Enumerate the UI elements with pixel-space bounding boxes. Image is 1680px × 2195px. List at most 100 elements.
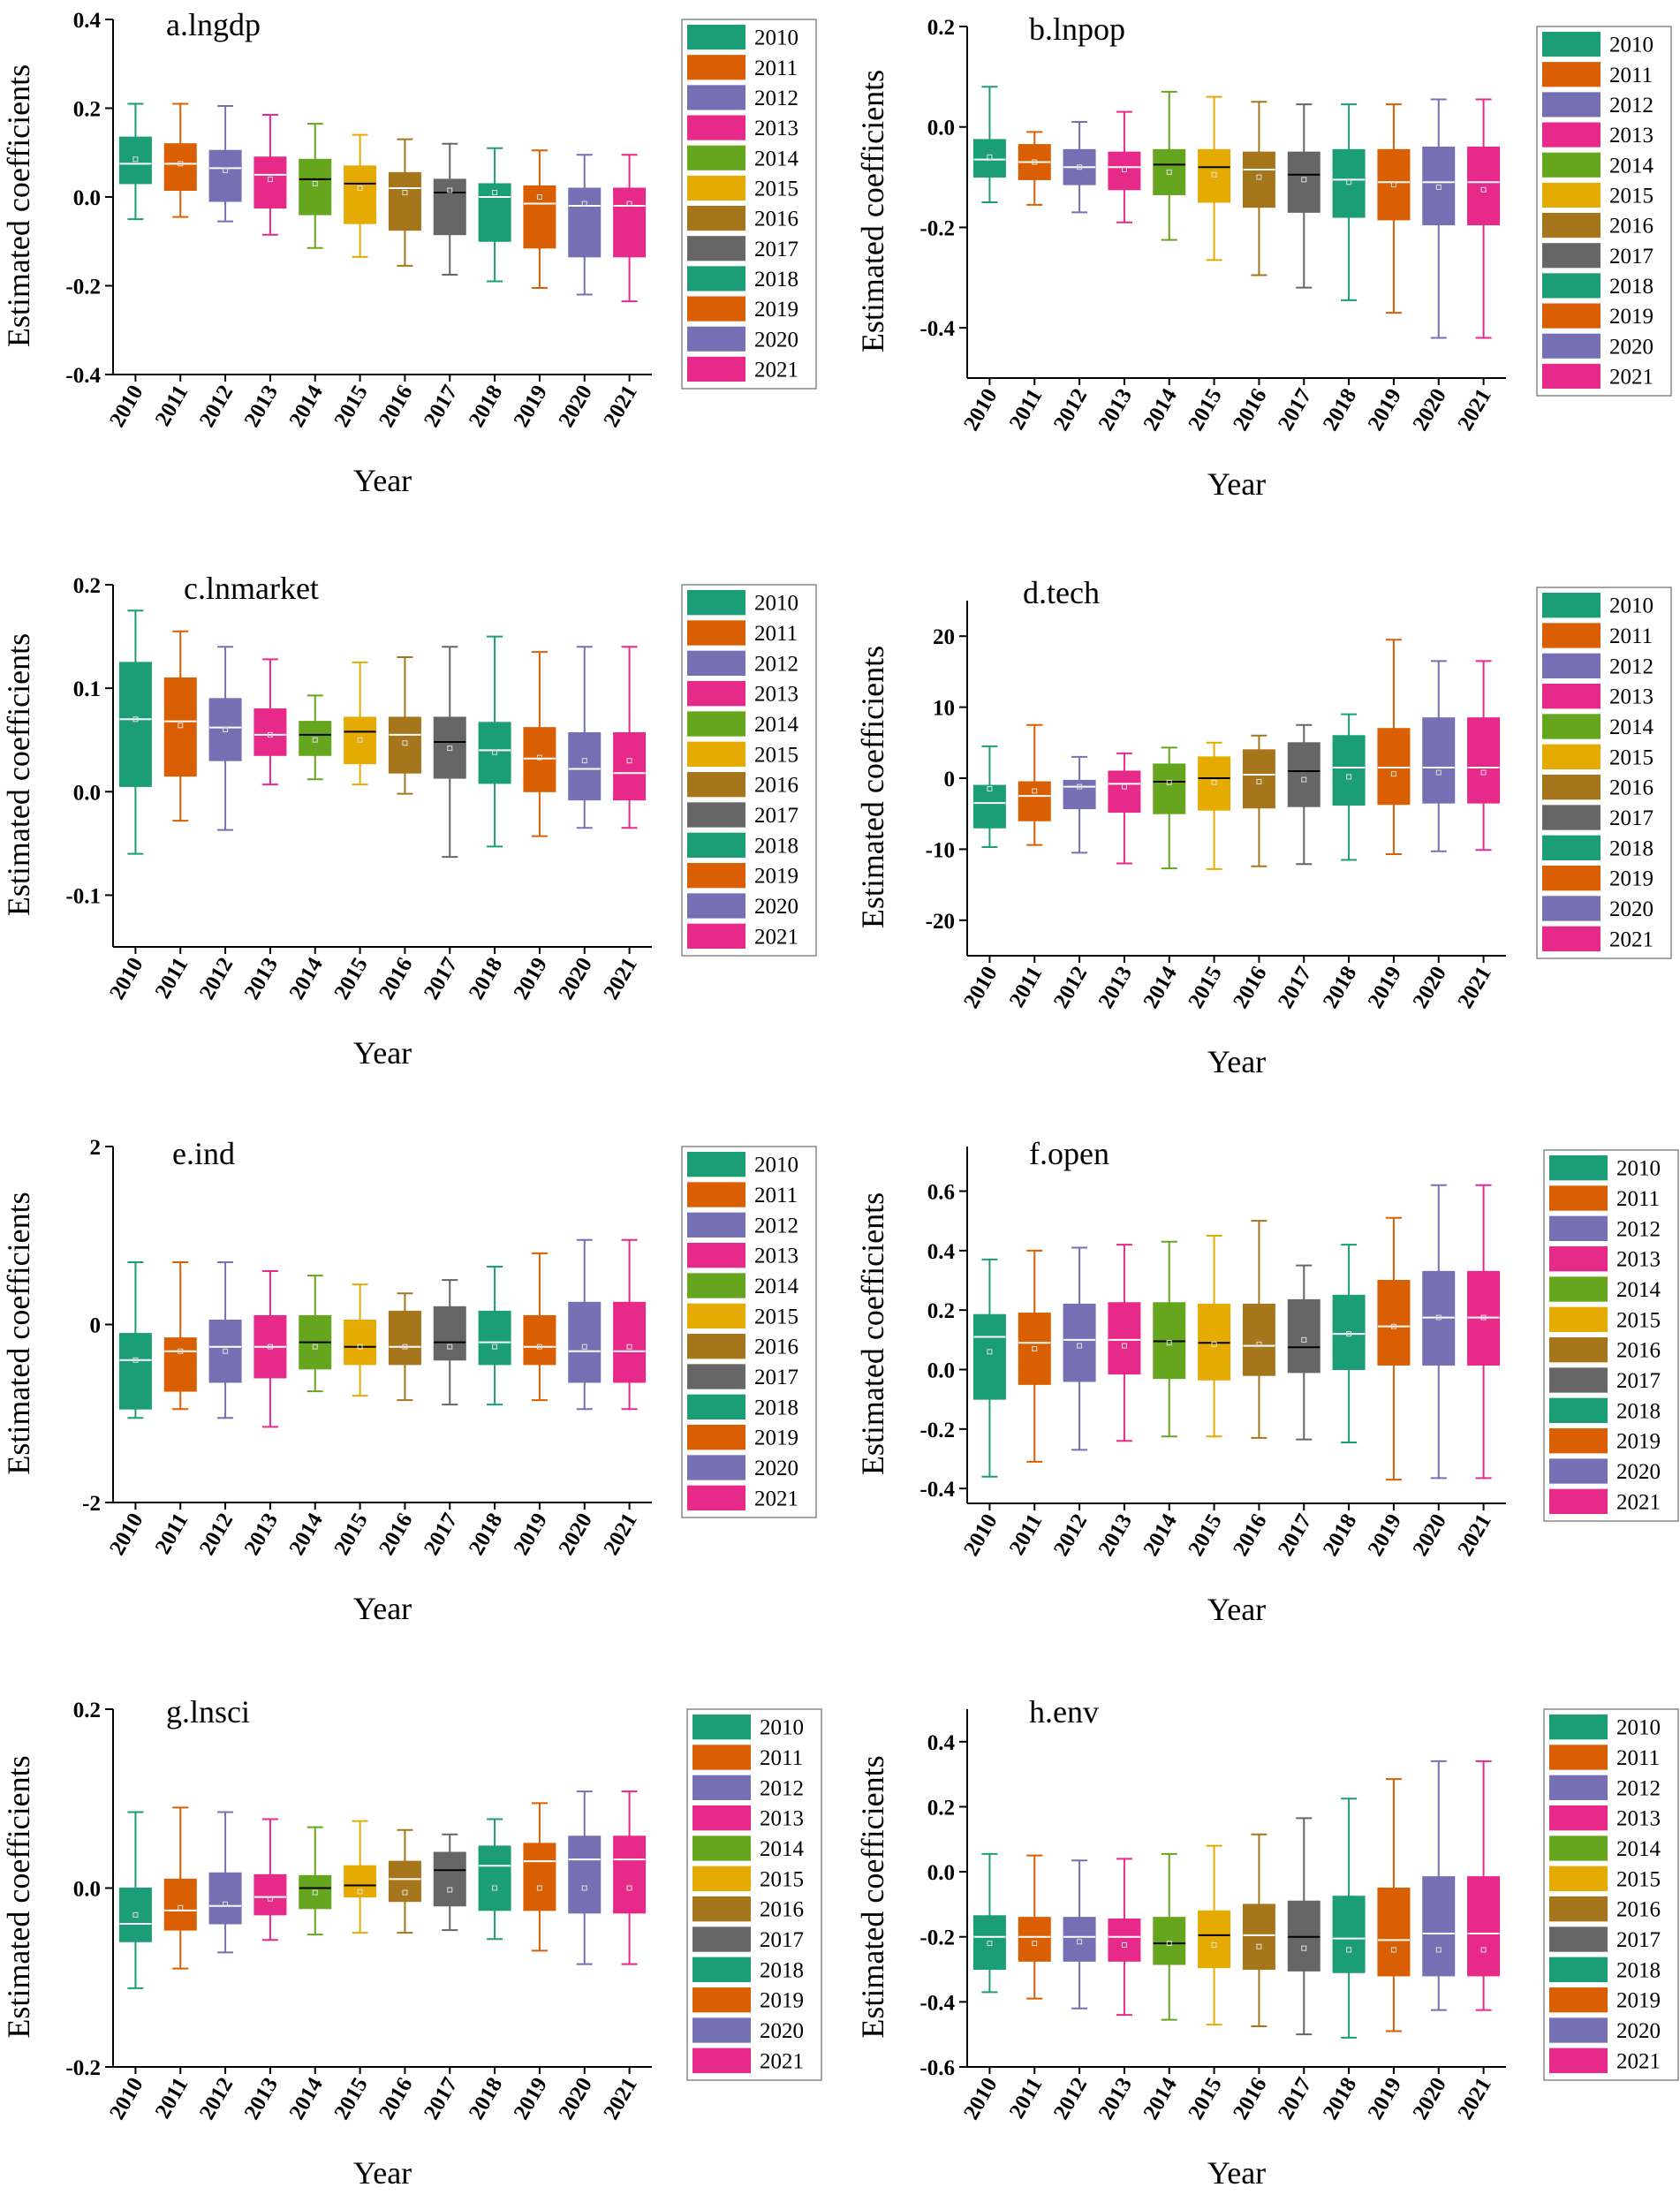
legend-label: 2010 (1609, 594, 1654, 618)
legend-swatch (687, 175, 745, 201)
box-2019 (1377, 639, 1411, 856)
box-2012 (1063, 1859, 1096, 2010)
chart-panel-fopen: 0.6 0.4 0.2 0.0 -0.2 -0.4 f.open Estimated coef… (855, 1136, 1679, 1627)
x-tick-label: 2014 (285, 2073, 329, 2123)
box-body (613, 732, 647, 801)
panel-title: c.lnmarket (184, 571, 319, 606)
legend-swatch (687, 1485, 745, 1510)
legend-label: 2010 (1616, 1157, 1661, 1181)
mean-marker (1077, 1939, 1083, 1945)
mean-marker (312, 1889, 318, 1896)
legend-swatch (1542, 866, 1601, 891)
legend-label: 2018 (1616, 1399, 1661, 1423)
mean-marker (1390, 182, 1396, 188)
box-2017 (1287, 1264, 1321, 1441)
legend-swatch (1542, 122, 1601, 148)
legend-swatch (687, 923, 745, 949)
legend-swatch (1549, 2047, 1608, 2073)
legend-label: 2010 (1616, 1716, 1661, 1740)
box-body (613, 187, 647, 258)
x-tick-label: 2010 (105, 1510, 148, 1560)
mean-marker (1166, 1941, 1172, 1947)
legend-label: 2018 (754, 268, 798, 291)
legend-label: 2019 (1616, 1430, 1661, 1454)
mean-marker (1121, 1941, 1127, 1948)
box-2016 (388, 1828, 421, 1934)
legend-swatch (1542, 593, 1601, 618)
x-tick-label: 2014 (1139, 384, 1183, 435)
legend-label: 2012 (1609, 94, 1654, 117)
box-body (388, 1310, 421, 1366)
box-2012 (1063, 1246, 1096, 1451)
box-2015 (344, 133, 377, 258)
legend-label: 2016 (754, 774, 798, 798)
y-tick-label: 0.2 (927, 16, 955, 40)
legend-swatch (692, 1896, 751, 1922)
legend-swatch (1549, 1428, 1608, 1454)
box-body (1198, 756, 1231, 811)
legend: 2010 2011 2012 2013 2014 2015 2016 2017 2018 2019… (1543, 1149, 1679, 1522)
box-2013 (254, 1270, 287, 1428)
x-tick-label: 2015 (329, 1510, 372, 1560)
legend-label: 2012 (754, 87, 798, 110)
legend-label: 2019 (1616, 1989, 1661, 2013)
box-2020 (568, 154, 602, 296)
box-body (433, 178, 466, 236)
box-2013 (254, 114, 287, 236)
box-body (1332, 735, 1366, 806)
x-tick-label: 2015 (1184, 963, 1226, 1013)
box-2013 (254, 1818, 287, 1941)
box-2015 (1198, 741, 1231, 870)
box-2017 (433, 1833, 466, 1932)
box-2018 (1332, 103, 1366, 301)
legend-label: 2015 (754, 1305, 798, 1328)
legend-label: 2020 (754, 328, 798, 352)
legend-swatch (1549, 1714, 1608, 1740)
x-tick-label: 2012 (1049, 963, 1092, 1013)
legend-swatch (1549, 1957, 1608, 1982)
x-tick-label: 2012 (1049, 2074, 1092, 2124)
mean-marker (402, 740, 408, 746)
x-tick-label: 2015 (329, 2074, 372, 2124)
box-2012 (208, 646, 242, 831)
x-tick-label: 2014 (1139, 1510, 1183, 1560)
legend-swatch (1549, 1367, 1608, 1393)
mean-marker (987, 1349, 993, 1355)
x-axis-label: Year (353, 2155, 412, 2191)
legend-swatch (1549, 1246, 1608, 1272)
x-tick-label: 2011 (1005, 1510, 1048, 1560)
x-tick-label: 2015 (329, 382, 372, 432)
box-2010 (972, 1258, 1006, 1478)
mean-marker (132, 156, 139, 163)
x-tick-label: 2011 (1005, 385, 1048, 435)
x-axis-label: Year (1207, 1044, 1266, 1079)
box-2014 (1153, 1240, 1186, 1438)
mean-marker (1166, 169, 1172, 175)
y-tick-label: 0 (944, 768, 956, 791)
legend-label: 2016 (1616, 1339, 1661, 1363)
box-2017 (1287, 1817, 1321, 2036)
legend-swatch (687, 893, 745, 919)
box-body (433, 1851, 466, 1907)
legend-label: 2012 (760, 1776, 804, 1800)
box-2019 (523, 1252, 556, 1402)
y-axis-label: Estimated coefficients (1, 633, 36, 916)
legend-swatch (692, 2047, 751, 2073)
panel-title: b.lnpop (1029, 11, 1125, 47)
legend-swatch (1542, 623, 1601, 648)
legend-label: 2021 (1609, 927, 1654, 951)
legend-label: 2013 (1609, 685, 1654, 709)
mean-marker (1346, 1331, 1352, 1337)
y-tick-label: -2 (82, 1492, 101, 1516)
y-tick-label: 10 (933, 697, 955, 721)
mean-marker (626, 1885, 632, 1891)
box-body (1242, 1904, 1275, 1971)
box-body (208, 149, 242, 202)
legend-label: 2014 (760, 1837, 805, 1861)
mean-marker (1435, 184, 1442, 190)
chart-panel-henv: 0.4 0.2 0.0 -0.2 -0.4 -0.6 h.env Estimated coef… (855, 1694, 1679, 2191)
legend-label: 2014 (1609, 154, 1654, 178)
box-body (523, 185, 556, 249)
x-tick-label: 2020 (555, 1510, 597, 1560)
mean-marker (581, 1343, 587, 1350)
